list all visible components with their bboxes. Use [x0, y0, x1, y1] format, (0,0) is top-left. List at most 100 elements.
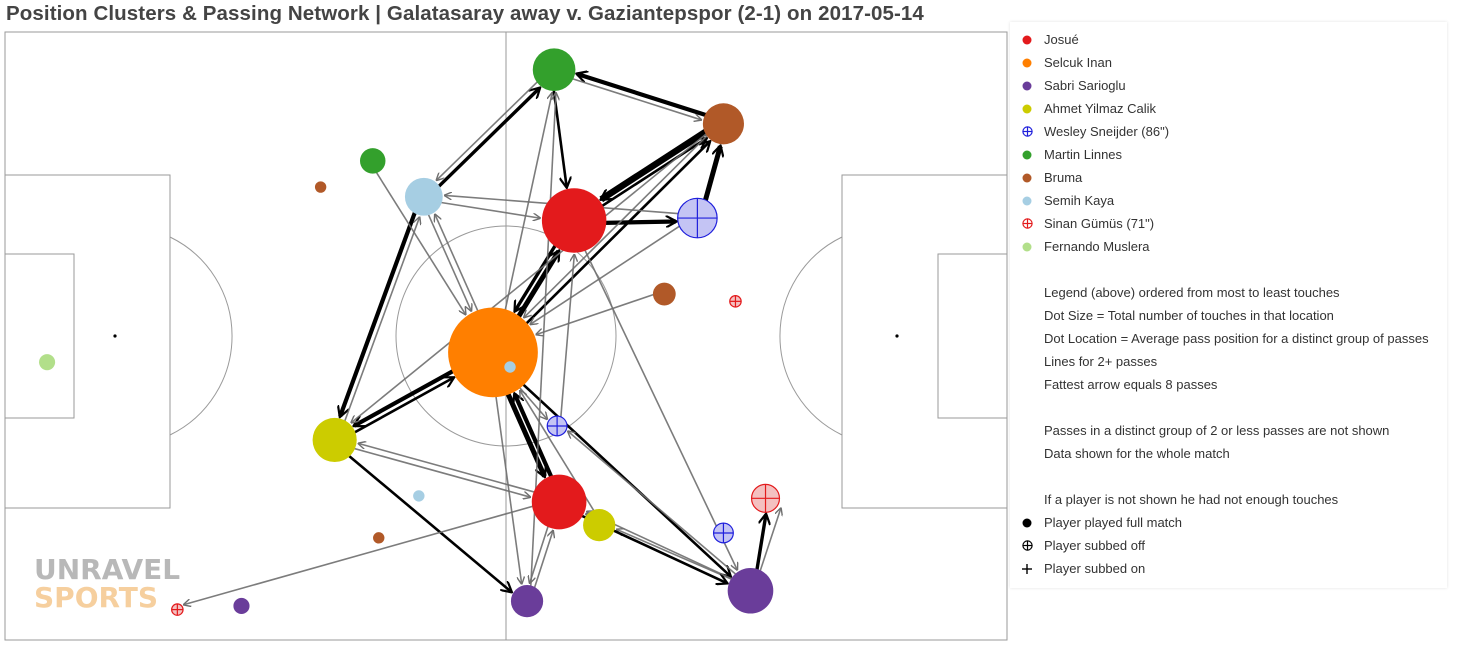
pass-arrow-WS2-J1	[559, 255, 574, 423]
cluster-BR4	[373, 532, 385, 544]
cluster-dot-J1	[541, 188, 607, 253]
legend-symbol-1-label: Player subbed off	[1044, 538, 1145, 553]
legend-player-4: Wesley Sneijder (86")	[1010, 120, 1169, 143]
pass-arrow-SS2-J2	[530, 531, 553, 597]
cluster-SI1	[448, 307, 538, 398]
pass-arrow-ML1-SK1	[437, 72, 548, 180]
cluster-dot-SK1	[404, 177, 443, 216]
cluster-dot-FM1	[39, 354, 56, 371]
legend-note-9: If a player is not shown he had not enou…	[1010, 488, 1338, 511]
legend-note-6: Passes in a distinct group of 2 or less …	[1010, 419, 1389, 442]
legend-player-6: Bruma	[1010, 166, 1082, 189]
cluster-dot-BR3	[314, 181, 327, 193]
legend-player-9: Fernando Muslera	[1010, 235, 1150, 258]
right-six-yard-box	[937, 253, 1008, 419]
cluster-dot-SS3	[233, 597, 250, 615]
watermark-line1: UNRAVEL	[34, 553, 181, 586]
pass-arrow-SI1-BR1	[505, 142, 709, 345]
pass-arrow-AY1-J2	[341, 444, 530, 497]
legend-player-8-marker	[1010, 218, 1044, 229]
cluster-SG3	[171, 603, 184, 616]
legend-note-6-label: Passes in a distinct group of 2 or less …	[1044, 423, 1390, 438]
cluster-dot-ML1	[532, 48, 576, 92]
legend-player-8-label: Sinan Gümüs (71")	[1044, 216, 1155, 231]
legend-note-3-label: Lines for 2+ passes	[1044, 354, 1158, 369]
legend-player-6-label: Bruma	[1044, 170, 1083, 185]
legend-player-9-label: Fernando Muslera	[1044, 239, 1150, 254]
legend-player-7-marker	[1010, 196, 1044, 206]
cluster-WS1	[677, 197, 718, 239]
cluster-J1	[541, 188, 607, 253]
left-penalty-box	[4, 174, 171, 509]
pitch-chart	[4, 31, 1008, 641]
legend-player-3: Ahmet Yilmaz Calik	[1010, 97, 1156, 120]
pass-arrow-WS1-SI1	[531, 218, 691, 324]
legend-player-7-label: Semih Kaya	[1044, 193, 1115, 208]
cluster-dot-SS2	[510, 584, 544, 618]
cluster-dot-ML2	[359, 148, 386, 174]
cluster-ML2	[359, 148, 386, 174]
left-penalty-arc	[169, 236, 233, 436]
legend-note-2-label: Dot Location = Average pass position for…	[1044, 331, 1429, 346]
right-penalty-arc	[779, 236, 843, 436]
pass-arrow-BR1-SI1	[524, 126, 717, 318]
legend-player-5: Martin Linnes	[1010, 143, 1122, 166]
cluster-SS1	[727, 567, 774, 614]
legend-symbol-2-label: Player subbed on	[1044, 561, 1146, 576]
pass-arrow-J2-SI1	[515, 394, 560, 493]
cluster-SS2	[510, 584, 544, 618]
cluster-dot-AY1	[312, 417, 357, 463]
cluster-SG1	[750, 483, 781, 513]
legend-note-1: Dot Size = Total number of touches in th…	[1010, 304, 1334, 327]
legend-player-5-label: Martin Linnes	[1044, 147, 1123, 162]
pass-arrow-J1-SS1	[575, 231, 737, 570]
cluster-WS2	[546, 415, 568, 437]
pass-arrow-SK1-SI1	[423, 203, 471, 311]
legend-symbol-2: Player subbed on	[1010, 557, 1145, 580]
legend-note-3: Lines for 2+ passes	[1010, 350, 1157, 373]
cluster-dot-SK3	[504, 361, 516, 373]
legend-symbol-0: Player played full match	[1010, 511, 1182, 534]
legend-symbol-2-marker	[1010, 563, 1044, 574]
legend-note-1-label: Dot Size = Total number of touches in th…	[1044, 308, 1334, 323]
legend-note-0-label: Legend (above) ordered from most to leas…	[1044, 285, 1340, 300]
cluster-SK3	[504, 361, 516, 373]
legend-note-8	[1010, 465, 1044, 488]
pass-arrow-SK1-AY1	[340, 201, 421, 416]
cluster-SK2	[413, 490, 425, 502]
left-six-yard-box	[4, 253, 75, 419]
legend-player-8: Sinan Gümüs (71")	[1010, 212, 1154, 235]
cluster-ML1	[532, 48, 576, 92]
pass-arrow-SK1-ML1	[429, 88, 540, 196]
legend-player-2-marker	[1010, 81, 1044, 91]
legend-player-0-marker	[1010, 35, 1044, 45]
legend-note-7: Data shown for the whole match	[1010, 442, 1230, 465]
legend-note-5	[1010, 396, 1044, 419]
legend-note-0: Legend (above) ordered from most to leas…	[1010, 281, 1340, 304]
cluster-WS3	[712, 522, 734, 544]
cluster-SS3	[233, 597, 250, 615]
legend-note-9-label: If a player is not shown he had not enou…	[1044, 492, 1339, 507]
cluster-dot-J2	[531, 474, 587, 530]
pass-arrow-ML2-SI1	[371, 165, 466, 314]
cluster-dot-BR1	[702, 103, 744, 145]
cluster-dot-SK2	[413, 490, 425, 502]
pass-arrow-AY1-SS2	[337, 446, 512, 592]
legend-player-4-label: Wesley Sneijder (86")	[1044, 124, 1170, 139]
cluster-dot-AY2	[583, 508, 616, 542]
cluster-AY1	[312, 417, 357, 463]
pass-arrow-BR1-J1	[601, 122, 718, 203]
right-penalty-spot	[895, 334, 899, 338]
pass-arrow-J2-SG3	[184, 500, 550, 605]
legend-player-5-marker	[1010, 150, 1044, 160]
pass-arrow-ML1-BR1	[560, 74, 701, 120]
legend-symbol-1: Player subbed off	[1010, 534, 1145, 557]
center-circle	[395, 225, 617, 447]
legend-symbol-0-marker	[1010, 518, 1044, 528]
legend-player-3-marker	[1010, 104, 1044, 114]
legend-player-6-marker	[1010, 173, 1044, 183]
cluster-SK1	[404, 177, 443, 216]
cluster-BR3	[314, 181, 327, 193]
cluster-BR1	[702, 103, 744, 145]
pass-arrow-BR1-ML1	[577, 74, 719, 121]
